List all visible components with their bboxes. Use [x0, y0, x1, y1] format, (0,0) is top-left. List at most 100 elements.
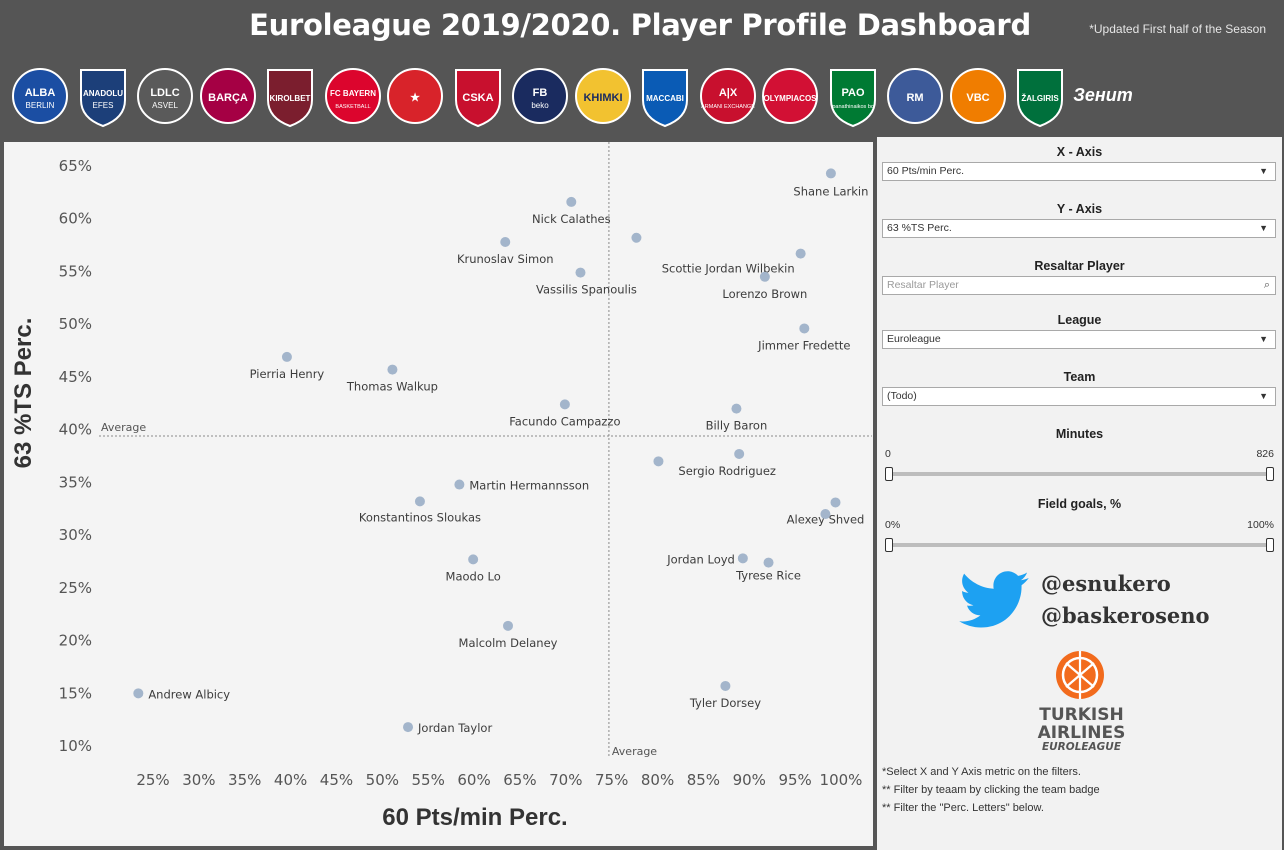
x-axis-dropdown[interactable]: 60 Pts/min Perc. ▼: [882, 162, 1276, 181]
twitter-handle-2[interactable]: @baskeroseno: [1041, 603, 1210, 628]
player-point[interactable]: [281, 351, 292, 362]
maccabi-tel-aviv-logo-icon: MACCABI: [642, 69, 688, 128]
player-point[interactable]: [759, 271, 770, 282]
player-point[interactable]: [653, 456, 664, 467]
player-point[interactable]: [795, 248, 806, 259]
player-label: Konstantinos Sloukas: [359, 510, 481, 524]
team-badge-bayern-munchen[interactable]: FC BAYERN BASKETBALL: [317, 62, 389, 134]
fg-slider-track[interactable]: [889, 543, 1271, 547]
player-point[interactable]: [503, 620, 514, 631]
team-badge-cska-moscow[interactable]: CSKA: [442, 62, 514, 134]
team-badge-zalgiris[interactable]: ŽALGIRIS: [1004, 62, 1076, 134]
team-badge-crvena-zvezda[interactable]: ★: [379, 62, 451, 134]
olympiacos-logo-icon: OLYMPIACOS: [762, 68, 818, 124]
player-point[interactable]: [403, 722, 414, 733]
x-tick-label: 60%: [457, 771, 490, 789]
player-label: Alexey Shved: [787, 512, 865, 526]
highlight-player-input[interactable]: Resaltar Player ⌕: [882, 276, 1276, 295]
minutes-slider-min-handle[interactable]: [885, 467, 893, 481]
update-note: *Updated First half of the Season: [1089, 22, 1266, 36]
y-tick-label: 50%: [59, 315, 92, 333]
team-badge-fenerbahce-beko[interactable]: FB beko: [504, 62, 576, 134]
player-point[interactable]: [734, 448, 745, 459]
scatter-plot: 10% 15% 20% 25% 30% 35% 40% 45% 50% 55% 60% 65% 25% 3…: [10, 142, 872, 831]
player-point[interactable]: [468, 554, 479, 565]
team-badge-kirolbet-baskonia[interactable]: KIROLBET: [254, 62, 326, 134]
x-tick-label: 90%: [733, 771, 766, 789]
player-point[interactable]: [500, 236, 511, 247]
y-tick-label: 10%: [59, 737, 92, 755]
euroleague-ball-logo: [1056, 651, 1104, 699]
twitter-handle-1[interactable]: @esnukero: [1041, 571, 1171, 596]
x-tick-label: 35%: [228, 771, 261, 789]
team-badge-real-madrid[interactable]: RM: [879, 62, 951, 134]
y-axis-dropdown-value: 63 %TS Perc.: [887, 222, 952, 234]
team-badge-panathinaikos[interactable]: PAO panathinaikos bc: [817, 62, 889, 134]
player-point[interactable]: [731, 403, 742, 414]
player-point[interactable]: [631, 232, 642, 243]
svg-text:BASKETBALL: BASKETBALL: [335, 104, 370, 110]
y-tick-label: 60%: [59, 210, 92, 228]
svg-text:PAO: PAO: [841, 87, 864, 99]
zalgiris-logo-icon: ŽALGIRIS: [1017, 69, 1063, 128]
player-point[interactable]: [825, 168, 836, 179]
dropdown-arrow-icon: ▼: [1259, 334, 1268, 344]
team-badge-alba-berlin[interactable]: ALBA BERLIN: [4, 62, 76, 134]
minutes-slider-max-handle[interactable]: [1266, 467, 1274, 481]
svg-text:ALBA: ALBA: [25, 87, 56, 99]
team-badge-olympiacos[interactable]: OLYMPIACOS: [754, 62, 826, 134]
x-average-label: Average: [612, 745, 657, 758]
team-badge-maccabi-tel-aviv[interactable]: MACCABI: [629, 62, 701, 134]
khimki-logo-icon: KHIMKI: [574, 68, 631, 124]
player-point[interactable]: [720, 680, 731, 691]
player-point[interactable]: [763, 557, 774, 568]
team-badge-zenit[interactable]: Зенит: [1067, 62, 1139, 134]
olimpia-milano-logo-icon: A|X ARMANI EXCHANGE: [699, 68, 756, 124]
svg-text:OLYMPIACOS: OLYMPIACOS: [763, 94, 817, 103]
dropdown-arrow-icon: ▼: [1259, 166, 1268, 176]
player-label: Lorenzo Brown: [722, 287, 807, 301]
fg-slider-min-handle[interactable]: [885, 538, 893, 552]
minutes-slider-track[interactable]: [889, 472, 1271, 476]
player-point[interactable]: [414, 496, 425, 507]
fg-slider-max-handle[interactable]: [1266, 538, 1274, 552]
player-label: Sergio Rodriguez: [678, 464, 776, 478]
player-point[interactable]: [559, 399, 570, 410]
fg-min-label: 0%: [885, 519, 901, 531]
player-point[interactable]: [387, 364, 398, 375]
player-label: Pierria Henry: [250, 367, 325, 381]
player-label: Billy Baron: [706, 419, 768, 433]
player-point[interactable]: [830, 497, 841, 508]
dropdown-arrow-icon: ▼: [1259, 223, 1268, 233]
x-tick-label: 70%: [549, 771, 582, 789]
player-point[interactable]: [566, 196, 577, 207]
svg-text:FB: FB: [533, 87, 548, 99]
player-point[interactable]: [133, 688, 144, 699]
team-badge-ldlc-asvel[interactable]: LDLC ASVEL: [129, 62, 201, 134]
note-filter-letters: ** Filter the "Perc. Letters" below.: [882, 802, 1044, 814]
league-dropdown[interactable]: Euroleague ▼: [882, 330, 1276, 349]
player-label: Shane Larkin: [793, 184, 868, 198]
y-axis-dropdown[interactable]: 63 %TS Perc. ▼: [882, 219, 1276, 238]
team-dropdown-value: (Todo): [887, 390, 917, 402]
player-point[interactable]: [737, 553, 748, 564]
player-point[interactable]: [454, 479, 465, 490]
svg-text:ANADOLU: ANADOLU: [83, 89, 123, 98]
real-madrid-logo-icon: RM: [887, 68, 943, 124]
player-point[interactable]: [575, 267, 586, 278]
zenit-logo-icon: Зенит: [1073, 85, 1132, 105]
team-badge-anadolu-efes[interactable]: ANADOLU EFES: [67, 62, 139, 134]
x-tick-label: 30%: [182, 771, 215, 789]
team-badge-valencia-basket[interactable]: VBC: [942, 62, 1014, 134]
player-point[interactable]: [820, 509, 831, 520]
team-badge-olimpia-milano[interactable]: A|X ARMANI EXCHANGE: [692, 62, 764, 134]
search-icon: ⌕: [1263, 279, 1270, 291]
svg-text:panathinaikos bc: panathinaikos bc: [832, 104, 874, 110]
y-tick-label: 30%: [59, 526, 92, 544]
player-point[interactable]: [799, 323, 810, 334]
player-label: Jimmer Fredette: [757, 338, 850, 352]
team-badge-barca[interactable]: BARÇA: [192, 62, 264, 134]
twitter-bird-icon[interactable]: [959, 571, 1029, 629]
team-dropdown[interactable]: (Todo) ▼: [882, 387, 1276, 406]
team-badge-khimki[interactable]: KHIMKI: [567, 62, 639, 134]
